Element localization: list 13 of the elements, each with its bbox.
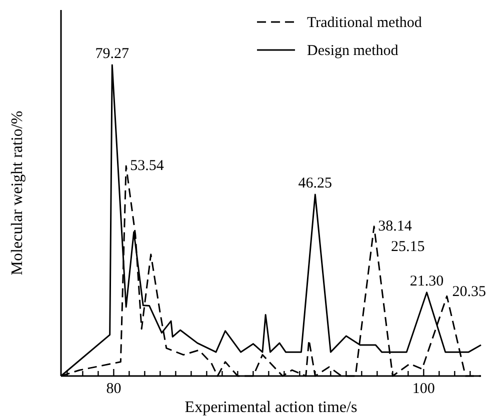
data-label: 21.30: [410, 273, 444, 290]
x-tick-label: 100: [412, 381, 435, 397]
data-label: 53.54: [130, 158, 164, 174]
legend-label: Traditional method: [307, 15, 422, 31]
data-label: 46.25: [298, 176, 332, 192]
data-label: 79.27: [95, 46, 130, 62]
annotation: 25.15: [391, 239, 425, 255]
x-tick-label: 80: [106, 381, 122, 397]
data-label: 38.14: [378, 218, 412, 234]
data-label: 20.35: [452, 284, 486, 300]
x-axis-title: Experimental action time/s: [184, 399, 358, 416]
y-axis-title: Molecular weight ratio/%: [9, 110, 26, 276]
legend-label: Design method: [307, 43, 399, 59]
